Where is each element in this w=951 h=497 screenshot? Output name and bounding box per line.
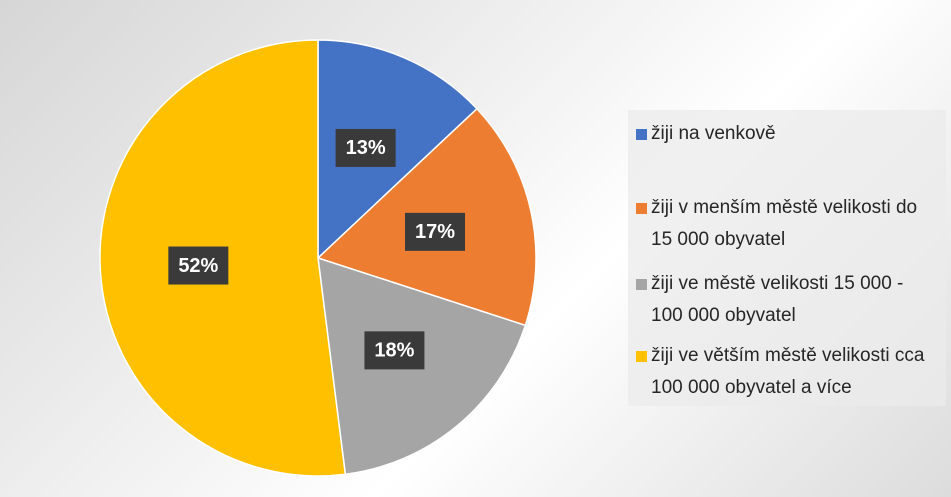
data-label-box: [405, 212, 466, 251]
legend-item: žiji ve městě velikosti 15 000 - 100 000…: [636, 268, 936, 332]
legend-label: žiji ve větším městě velikosti cca 100 0…: [651, 345, 925, 398]
legend-label: žiji ve městě velikosti 15 000 - 100 000…: [651, 273, 904, 326]
pie-slice: [317, 39, 478, 260]
data-label-box: [335, 128, 396, 167]
legend-label: žiji v menším městě velikosti do 15 000 …: [651, 197, 918, 250]
data-label-box: [364, 331, 425, 370]
legend-item: žiji v menším městě velikosti do 15 000 …: [636, 192, 936, 256]
legend-swatch: [636, 203, 647, 214]
data-label: 18%: [374, 340, 414, 362]
data-label: 13%: [346, 137, 386, 159]
legend-swatch: [636, 129, 647, 140]
legend-swatch: [636, 279, 647, 290]
data-label: 52%: [178, 255, 218, 277]
legend-swatch: [636, 351, 647, 362]
legend-item: žiji na venkově: [636, 118, 936, 150]
data-label: 17%: [415, 221, 455, 243]
legend: žiji na venkově žiji v menším městě velik…: [628, 110, 946, 406]
legend-label: žiji na venkově: [651, 123, 776, 144]
data-label-box: [168, 246, 229, 285]
legend-item: žiji ve větším městě velikosti cca 100 0…: [636, 340, 936, 404]
